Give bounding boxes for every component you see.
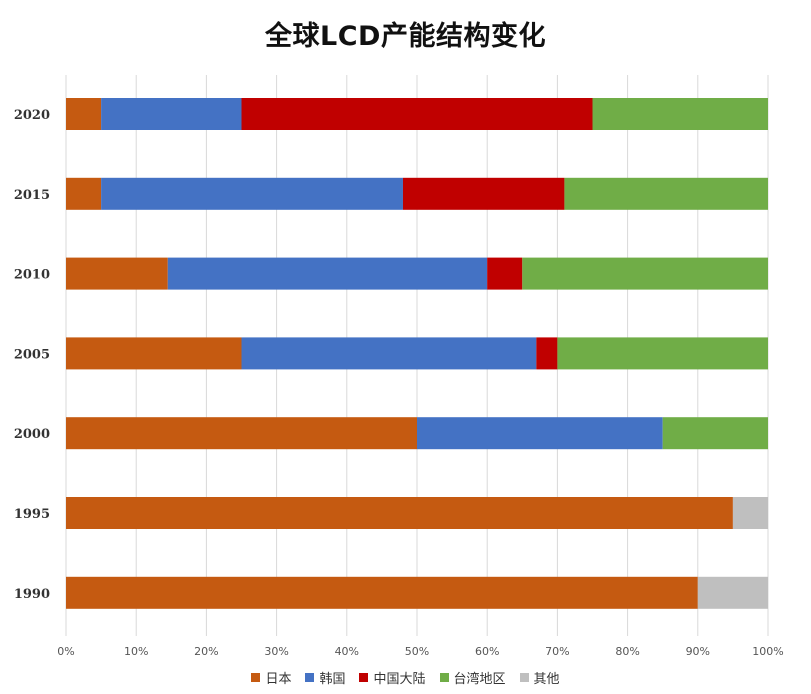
x-tick-label: 30% bbox=[264, 645, 288, 658]
legend-label: 台湾地区 bbox=[453, 672, 506, 687]
bar-segment bbox=[662, 417, 768, 450]
legend-label: 日本 bbox=[265, 672, 292, 687]
legend-item: 其他 bbox=[519, 668, 560, 687]
bar-segment bbox=[66, 337, 242, 370]
x-tick-label: 0% bbox=[57, 645, 74, 658]
bar-segment bbox=[66, 177, 102, 210]
legend-swatch bbox=[439, 673, 449, 682]
bar-segment bbox=[564, 177, 768, 210]
legend-swatch bbox=[251, 673, 261, 682]
x-tick-label: 10% bbox=[124, 645, 148, 658]
bar-segment bbox=[557, 337, 768, 370]
bar-segment bbox=[101, 98, 242, 130]
x-tick-label: 100% bbox=[752, 645, 783, 658]
legend-item: 中国大陆 bbox=[359, 668, 426, 687]
bar-segment bbox=[417, 417, 663, 450]
y-tick-label: 2015 bbox=[14, 188, 50, 203]
y-tick-label: 1990 bbox=[14, 587, 50, 602]
bar-segment bbox=[101, 177, 403, 210]
legend-label: 其他 bbox=[533, 672, 560, 687]
bar-segment bbox=[66, 576, 698, 609]
y-tick-label: 2020 bbox=[14, 108, 50, 123]
bar-segment bbox=[66, 417, 417, 450]
bar-segment bbox=[487, 257, 523, 290]
bar-segment bbox=[697, 576, 768, 609]
chart-title: 全球LCD产能结构变化 bbox=[265, 21, 546, 52]
y-tick-label: 2000 bbox=[14, 427, 50, 442]
y-tick-label: 1995 bbox=[14, 507, 50, 522]
bar-segment bbox=[66, 497, 733, 529]
x-tick-label: 90% bbox=[686, 645, 710, 658]
y-axis-tick-labels: 2020 2015 2010 2005 2000 1995 1990 bbox=[14, 108, 50, 602]
legend: 日本 韩国 中国大陆 台湾地区 其他 bbox=[0, 668, 811, 687]
bar-segment bbox=[402, 177, 565, 210]
legend-label: 中国大陆 bbox=[373, 672, 426, 687]
bar-segment bbox=[167, 257, 488, 290]
x-tick-label: 20% bbox=[194, 645, 218, 658]
legend-item: 韩国 bbox=[305, 668, 345, 687]
legend-swatch bbox=[359, 673, 369, 682]
bar-segment bbox=[522, 257, 768, 290]
legend-item: 日本 bbox=[251, 668, 291, 687]
bar-segment bbox=[241, 337, 537, 370]
bars bbox=[66, 98, 768, 609]
legend-label: 韩国 bbox=[319, 672, 346, 687]
x-tick-label: 70% bbox=[545, 645, 569, 658]
bar-segment bbox=[66, 257, 168, 290]
bar-segment bbox=[66, 98, 102, 130]
x-axis-tick-labels: 0% 10% 20% 30% 40% 50% 60% 70% 80% 90% 100% bbox=[57, 645, 783, 658]
legend-item: 台湾地区 bbox=[439, 668, 506, 687]
legend-swatch bbox=[305, 673, 315, 682]
legend-swatch bbox=[519, 673, 529, 682]
bar-segment bbox=[536, 337, 558, 370]
bar-segment bbox=[732, 497, 768, 529]
y-tick-label: 2010 bbox=[14, 268, 50, 283]
x-tick-label: 40% bbox=[335, 645, 359, 658]
x-tick-label: 80% bbox=[615, 645, 639, 658]
bar-segment bbox=[592, 98, 768, 130]
x-tick-label: 50% bbox=[405, 645, 429, 658]
y-tick-label: 2005 bbox=[14, 347, 50, 362]
x-tick-label: 60% bbox=[475, 645, 499, 658]
bar-segment bbox=[241, 98, 593, 130]
